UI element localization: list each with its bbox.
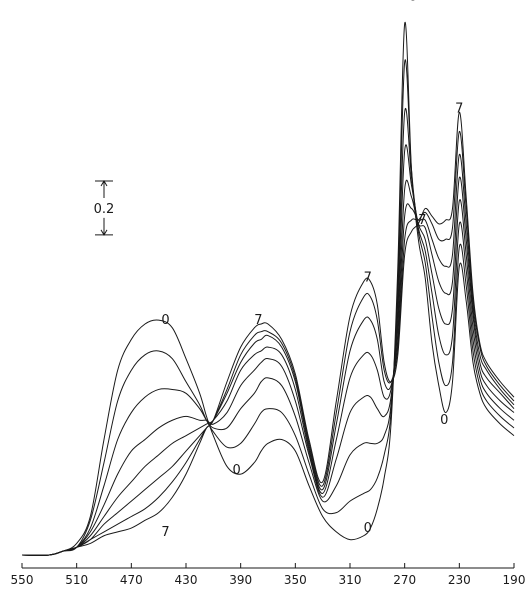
scale-bar: 0.2 [94,180,115,236]
spectrum-trace-4 [21,176,515,556]
curve-label-6: 0 [409,0,417,5]
x-tick-label-230: 230 [448,573,471,587]
curve-label-1: 7 [161,525,169,540]
x-tick-label-310: 310 [339,573,362,587]
curve-labels: 0 7 7 0 7 0 0 7 0 7 [161,0,463,540]
spectrum-trace-0 [21,21,515,556]
spectrum-trace-7 [21,111,515,556]
curve-label-3: 0 [232,463,240,478]
curve-label-4: 7 [364,271,372,286]
x-tick-label-550: 550 [11,573,34,587]
x-tick-label-390: 390 [229,573,252,587]
curve-label-2: 7 [254,313,262,328]
curve-label-7: 7 [418,213,426,228]
curve-label-8: 0 [440,413,448,428]
spectrum-trace-1 [21,59,515,556]
curve-label-9: 7 [455,101,463,116]
scale-bar-arrow-down [100,229,108,236]
spectrum-trace-5 [21,154,515,556]
x-tick-label-510: 510 [65,573,88,587]
x-axis: 550 510 470 430 390 350 310 270 230 190 [11,563,526,587]
x-tick-label-430: 430 [175,573,198,587]
x-tick-label-350: 350 [284,573,307,587]
scale-bar-arrow-up [100,180,108,187]
spectrum-trace-6 [21,130,515,556]
x-tick-label-190: 190 [503,573,526,587]
scale-bar-label: 0.2 [94,202,115,217]
x-tick-label-470: 470 [120,573,143,587]
spectrum-trace-2 [21,108,515,556]
curve-label-5: 0 [364,521,372,536]
curve-label-0: 0 [161,313,169,328]
plot-area [21,21,515,556]
x-tick-label-270: 270 [393,573,416,587]
spectrum-trace-3 [21,144,515,556]
